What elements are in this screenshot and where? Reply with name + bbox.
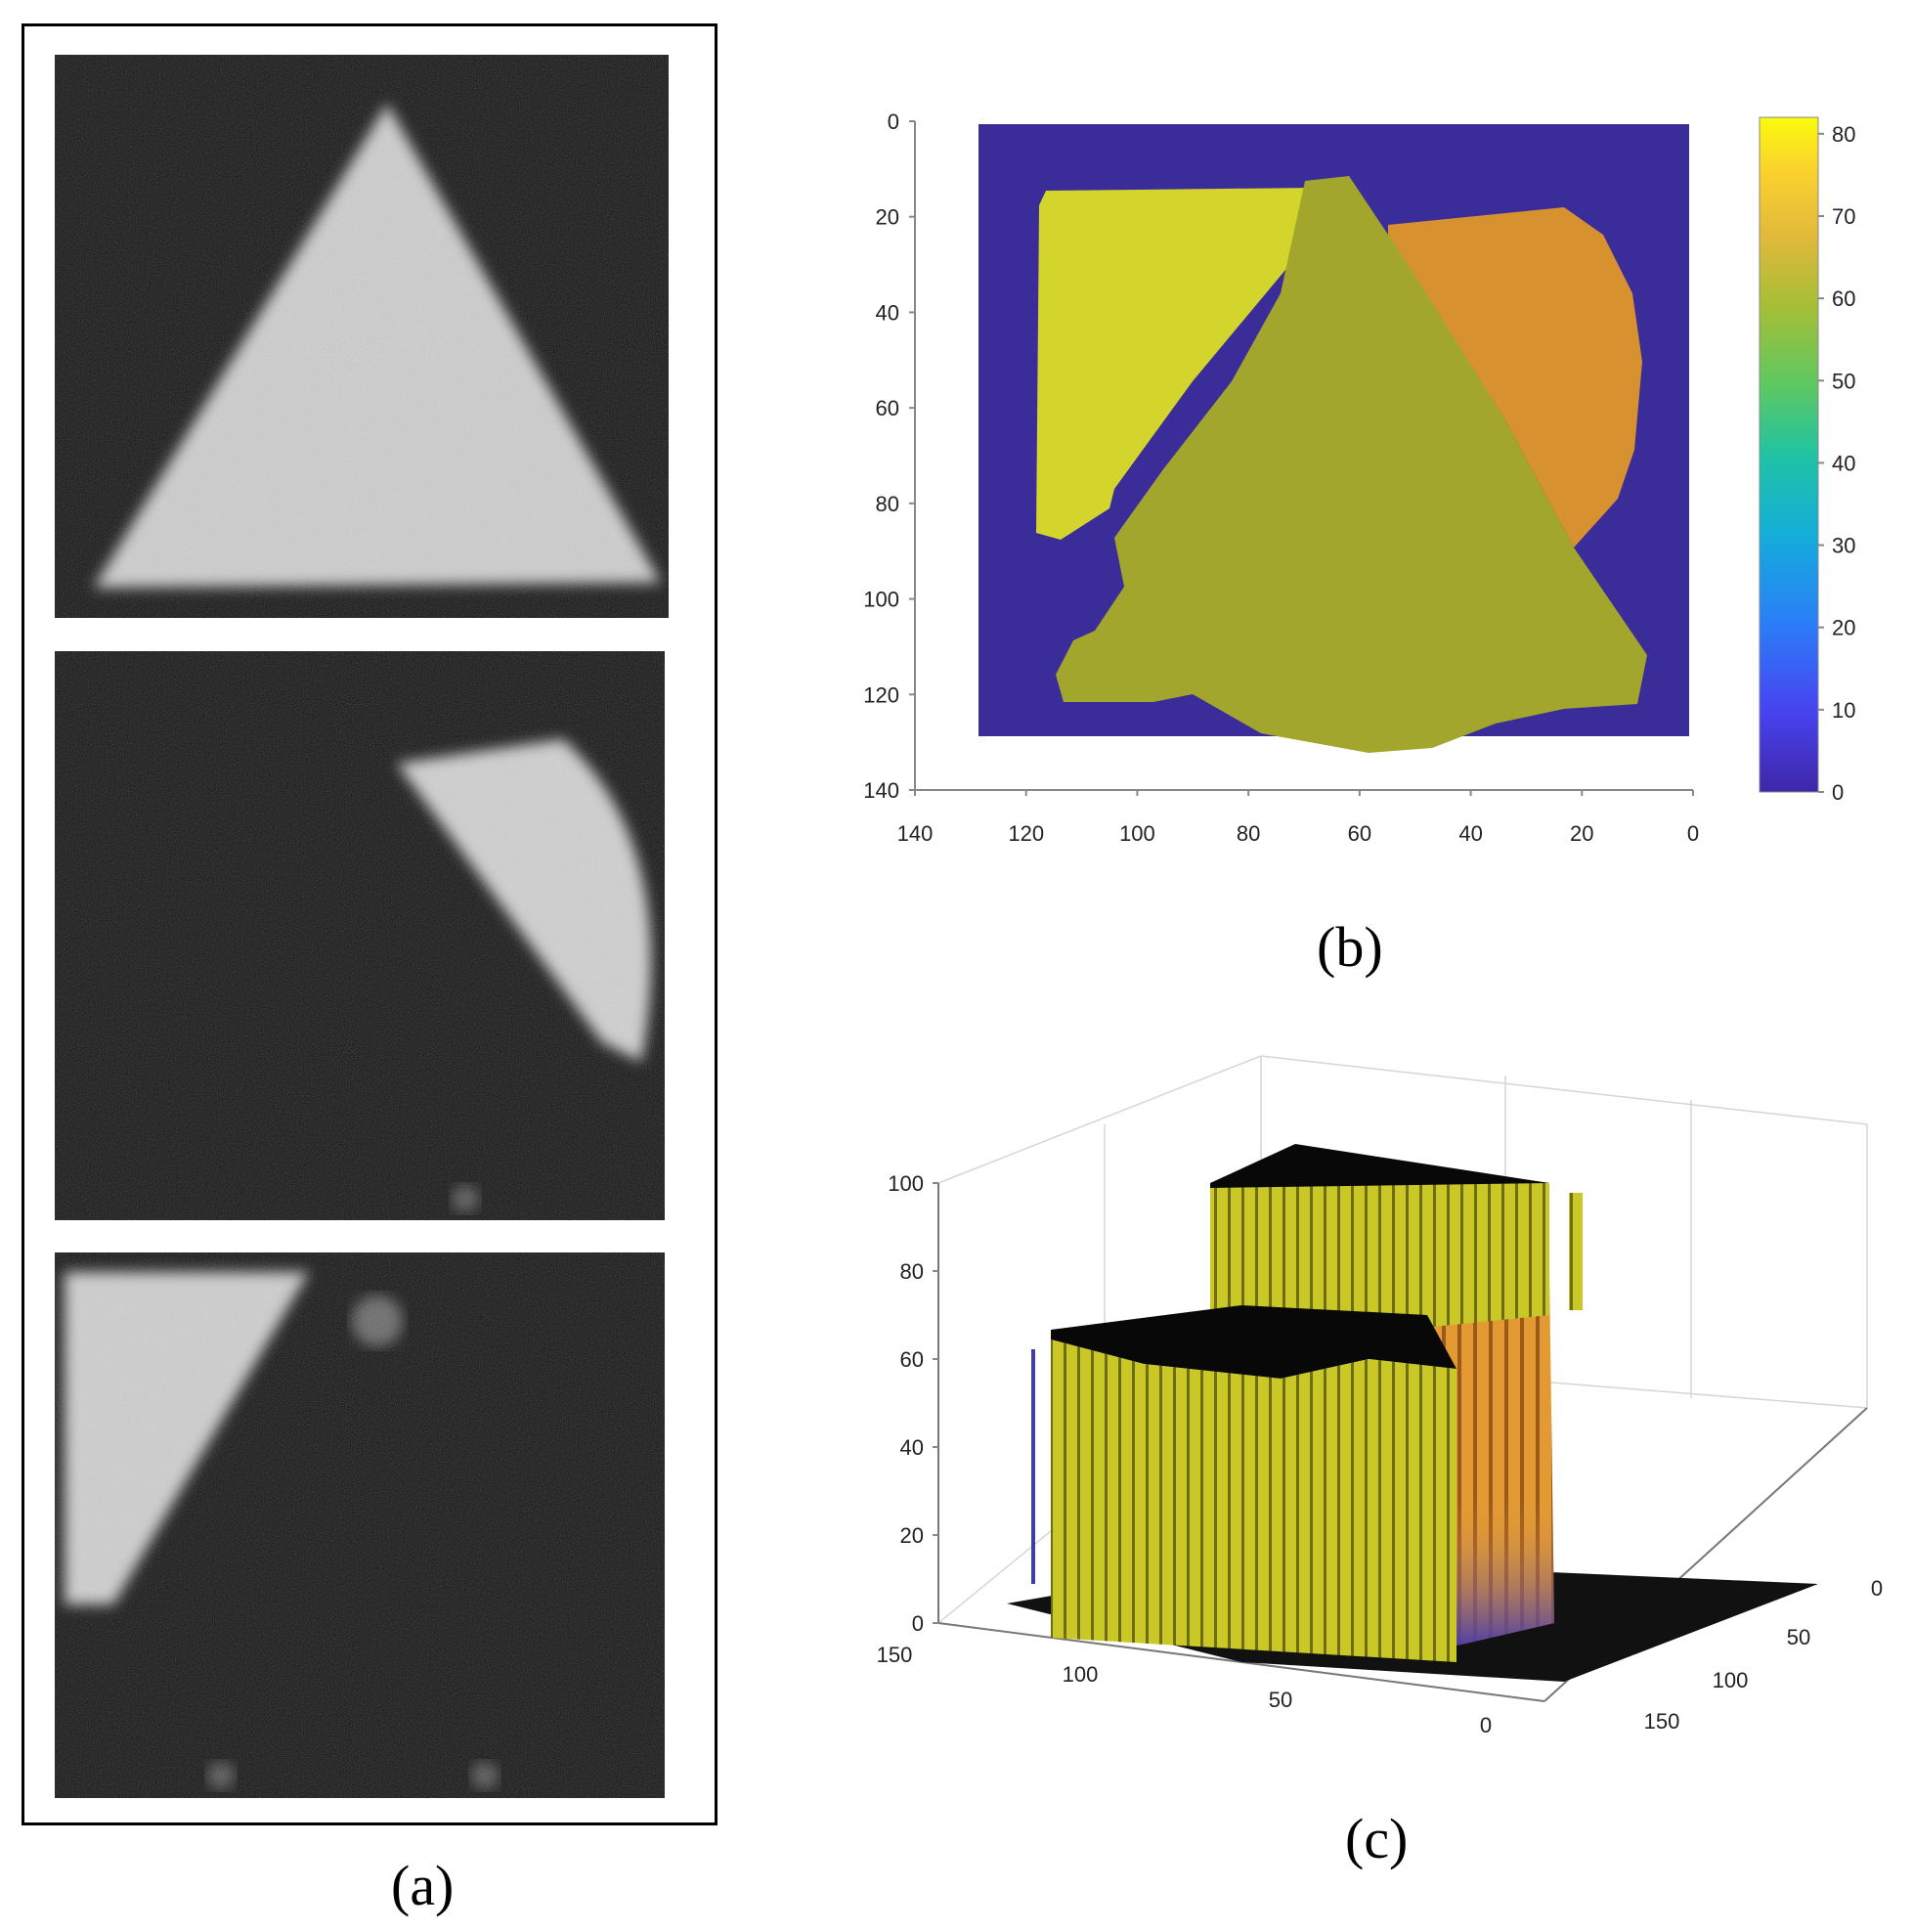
surface-x-tick-label: 50 [1269,1688,1292,1712]
heatmap-x-tick-label: 0 [1687,821,1699,846]
surface-z-tick-label: 60 [900,1347,924,1372]
colorbar-tick-label: 10 [1832,698,1855,723]
heatmap-y-tick-label: 20 [876,205,899,230]
heatmap-y-tick-label: 60 [876,396,899,420]
surface-y-tick-label: 0 [1871,1576,1883,1601]
heatmap-region-right [1388,207,1642,548]
surface-x-tick-label: 0 [1480,1713,1492,1737]
surface-x-ticks: 150 100 50 0 [877,1643,1492,1737]
ct-slice-triangle [55,55,669,618]
colorbar-tick-label: 40 [1832,451,1855,475]
surface-x-tick-label: 150 [877,1643,913,1667]
surface-plateau-left-top [1210,1144,1549,1188]
surface-z-ticks: 0 20 40 60 80 100 [888,1171,938,1636]
heatmap-x-ticks: 140 120 100 80 60 40 20 0 [897,790,1699,846]
heatmap-x-tick-label: 20 [1570,821,1593,846]
heatmap-x-tick-label: 60 [1348,821,1371,846]
heatmap-image [978,124,1689,753]
surface-chart: 0 20 40 60 80 100 150 100 50 0 0 50 100 150 [877,1055,1883,1737]
heatmap-y-tick-label: 120 [863,682,899,707]
surface-z-tick-label: 0 [912,1611,924,1636]
surface-z-tick-label: 20 [900,1523,924,1548]
surface-x-tick-label: 100 [1063,1662,1099,1687]
surface-z-tick-label: 40 [900,1435,924,1460]
heatmap-y-tick-label: 140 [863,778,899,803]
ct-slice-corner [55,1252,665,1798]
colorbar [1759,116,1819,793]
surface-plateau-triangle-wall [1051,1339,1456,1662]
heatmap-axes [914,121,1693,791]
heatmap-y-tick-label: 0 [888,110,899,134]
colorbar-tick-label: 30 [1832,534,1855,558]
heatmap-x-tick-label: 140 [897,821,934,846]
heatmap-x-tick-label: 100 [1119,821,1155,846]
surface-y-ticks: 0 50 100 150 [1644,1576,1883,1734]
colorbar-tick-label: 20 [1832,616,1855,640]
surface-spike [1569,1193,1583,1310]
heatmap-region-left [1036,188,1315,540]
surface-y-tick-label: 50 [1787,1625,1810,1649]
heatmap-y-ticks: 0 20 40 60 80 100 120 140 [863,110,915,803]
surface-y-tick-label: 150 [1644,1709,1680,1734]
surface-plot [1007,1144,1818,1682]
heatmap-y-tick-label: 80 [876,492,899,516]
colorbar-tick-label: 70 [1832,204,1855,229]
surface-plateau-triangle-top [1051,1305,1456,1379]
heatmap-x-tick-label: 80 [1237,821,1260,846]
heatmap-x-tick-label: 40 [1458,821,1482,846]
surface-y-tick-label: 100 [1713,1668,1749,1692]
colorbar-tick-label: 50 [1832,369,1855,393]
heatmap-y-tick-label: 100 [863,588,899,612]
surface-z-tick-label: 80 [900,1259,924,1284]
surface-plateau-left-wall [1210,1183,1549,1349]
ct-slice-quarter-disc [55,651,665,1220]
colorbar-tick-label: 60 [1832,286,1855,311]
heatmap-x-tick-label: 120 [1008,821,1044,846]
colorbar-tick-label: 80 [1832,122,1855,147]
heatmap-region-triangle [1056,176,1647,753]
caption-a: (a) [391,1854,455,1917]
colorbar-ticks: 80 70 60 50 40 30 20 10 0 [1818,122,1855,805]
caption-c: (c) [1345,1807,1409,1870]
heatmap-y-tick-label: 40 [876,300,899,325]
caption-b: (b) [1317,915,1383,979]
surface-z-tick-label: 100 [888,1171,924,1196]
panel-a-frame [22,23,717,1825]
colorbar-tick-label: 0 [1832,780,1844,805]
